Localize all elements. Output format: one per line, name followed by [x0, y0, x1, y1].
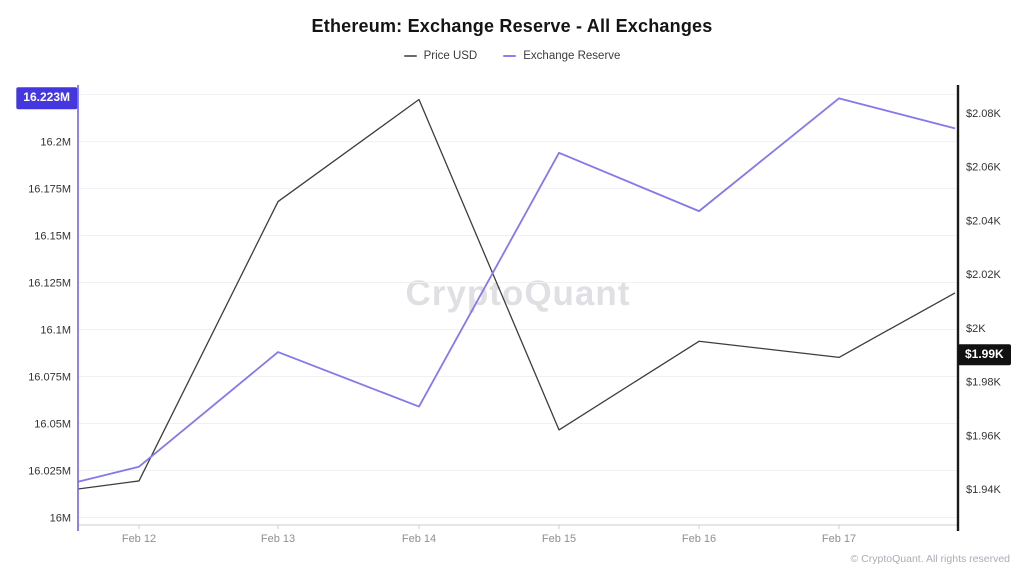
x-tick-label: Feb 16 [682, 533, 716, 545]
x-tick-label: Feb 12 [122, 533, 156, 545]
left-axis-label: 16.2M [40, 137, 71, 149]
right-axis-label: $1.96K [966, 430, 1002, 442]
right-axis-label: $2.02K [966, 269, 1002, 281]
exchange-reserve-line [77, 97, 956, 483]
left-axis-label: 16.15M [34, 231, 71, 243]
legend-item-exchange-reserve[interactable]: Exchange Reserve [503, 50, 620, 62]
left-axis-label: 16.175M [28, 184, 71, 196]
right-axis-label: $2.06K [966, 162, 1002, 174]
x-tick-label: Feb 13 [261, 533, 295, 545]
x-tick-label: Feb 15 [542, 533, 576, 545]
left-axis-label: 16.025M [28, 465, 71, 477]
chart-legend: Price USD Exchange Reserve [0, 50, 1024, 62]
right-axis-label: $1.94K [966, 484, 1002, 496]
right-axis-label: $1.98K [966, 377, 1002, 389]
left-axis-label: 16.125M [28, 278, 71, 290]
exchange-reserve-latest-badge: 16.223M [16, 87, 77, 110]
legend-item-price-usd[interactable]: Price USD [403, 50, 478, 62]
right-axis-label: $2K [966, 323, 986, 335]
x-tick-label: Feb 17 [822, 533, 856, 545]
left-axis-label: 16.05M [34, 419, 71, 431]
legend-label-price-usd: Price USD [423, 50, 478, 62]
price-usd-line [77, 98, 956, 490]
exchange-reserve-legend-line-icon [503, 55, 517, 57]
left-axis-label: 16.1M [40, 325, 71, 337]
price-usd-legend-line-icon [403, 55, 417, 57]
left-axis-label: 16.075M [28, 372, 71, 384]
right-axis-label: $2.08K [966, 108, 1002, 120]
right-axis-label: $2.04K [966, 215, 1002, 227]
left-axis-label: 16M [50, 512, 71, 524]
copyright-footer: © CryptoQuant. All rights reserved [850, 553, 1010, 565]
x-tick-label: Feb 14 [402, 533, 436, 545]
page-title: Ethereum: Exchange Reserve - All Exchang… [311, 16, 713, 36]
legend-label-exchange-reserve: Exchange Reserve [523, 50, 621, 62]
price-latest-badge: $1.99K [958, 343, 1011, 366]
